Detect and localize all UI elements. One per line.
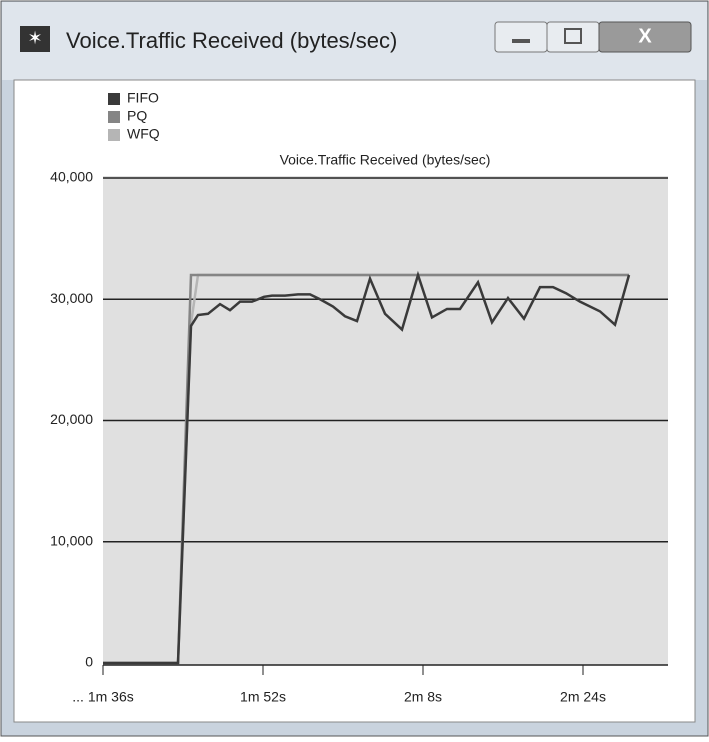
y-tick-label: 40,000	[50, 169, 93, 185]
maximize-icon	[564, 28, 582, 44]
legend-label: WFQ	[127, 126, 160, 142]
maximize-button[interactable]	[546, 21, 600, 53]
icon-glyph: ✶	[27, 28, 42, 48]
x-tick-label: ... 1m 36s	[72, 689, 133, 705]
minimize-icon	[512, 39, 530, 43]
y-tick-label: 0	[85, 654, 93, 670]
app-icon	[20, 26, 50, 52]
x-tick-label: 2m 24s	[560, 689, 606, 705]
x-tick-label: 2m 8s	[404, 689, 442, 705]
legend-label: FIFO	[127, 90, 159, 106]
close-icon: X	[638, 25, 652, 47]
y-tick-label: 30,000	[50, 290, 93, 306]
close-button[interactable]	[598, 21, 692, 53]
x-tick-label: 1m 52s	[240, 689, 286, 705]
legend-swatch	[108, 129, 120, 141]
window-title: Voice.Traffic Received (bytes/sec)	[66, 28, 397, 53]
legend-label: PQ	[127, 108, 147, 124]
series-line	[103, 270, 631, 665]
series-line	[103, 273, 629, 665]
legend-swatch	[108, 111, 120, 123]
y-tick-label: 20,000	[50, 411, 93, 427]
chart-title: Voice.Traffic Received (bytes/sec)	[280, 152, 491, 168]
y-tick-label: 10,000	[50, 532, 93, 548]
legend-swatch	[108, 93, 120, 105]
minimize-button[interactable]	[494, 21, 548, 53]
